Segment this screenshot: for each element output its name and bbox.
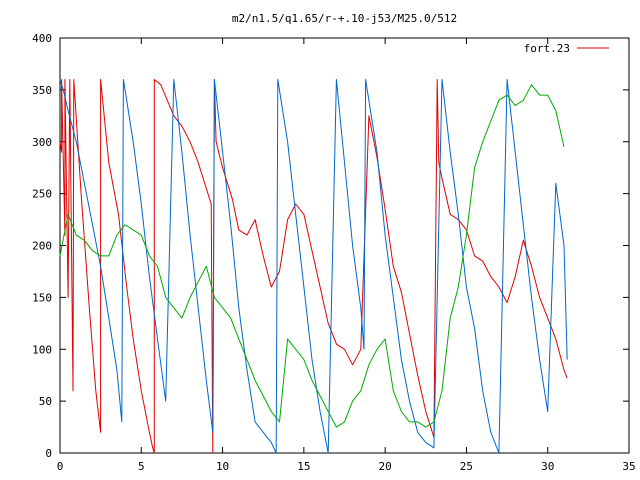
x-tick-label: 25	[460, 460, 473, 473]
legend: fort.23	[524, 42, 609, 55]
x-tick-label: 20	[379, 460, 392, 473]
x-tick-label: 10	[216, 460, 229, 473]
y-tick-label: 200	[32, 240, 52, 253]
y-tick-label: 250	[32, 188, 52, 201]
x-tick-label: 5	[138, 460, 145, 473]
y-tick-label: 400	[32, 32, 52, 45]
y-tick-label: 50	[39, 395, 52, 408]
series-line-trace-3	[59, 84, 565, 428]
y-tick-label: 0	[45, 447, 52, 460]
series-layer	[59, 79, 568, 454]
series-line-trace-2	[59, 79, 568, 454]
x-tick-label: 30	[541, 460, 554, 473]
y-tick-label: 350	[32, 84, 52, 97]
x-tick-label: 15	[297, 460, 310, 473]
y-tick-label: 150	[32, 291, 52, 304]
chart-title: m2/n1.5/q1.65/r-+.10-j53/M25.0/512	[232, 12, 457, 25]
series-line-fort-23	[59, 79, 568, 454]
y-tick-label: 300	[32, 136, 52, 149]
legend-label-fort-23: fort.23	[524, 42, 570, 55]
x-tick-label: 35	[622, 460, 635, 473]
x-axis: 0 5 10 15 20 25 30 35	[57, 38, 636, 473]
x-tick-label: 0	[57, 460, 64, 473]
y-tick-label: 100	[32, 343, 52, 356]
